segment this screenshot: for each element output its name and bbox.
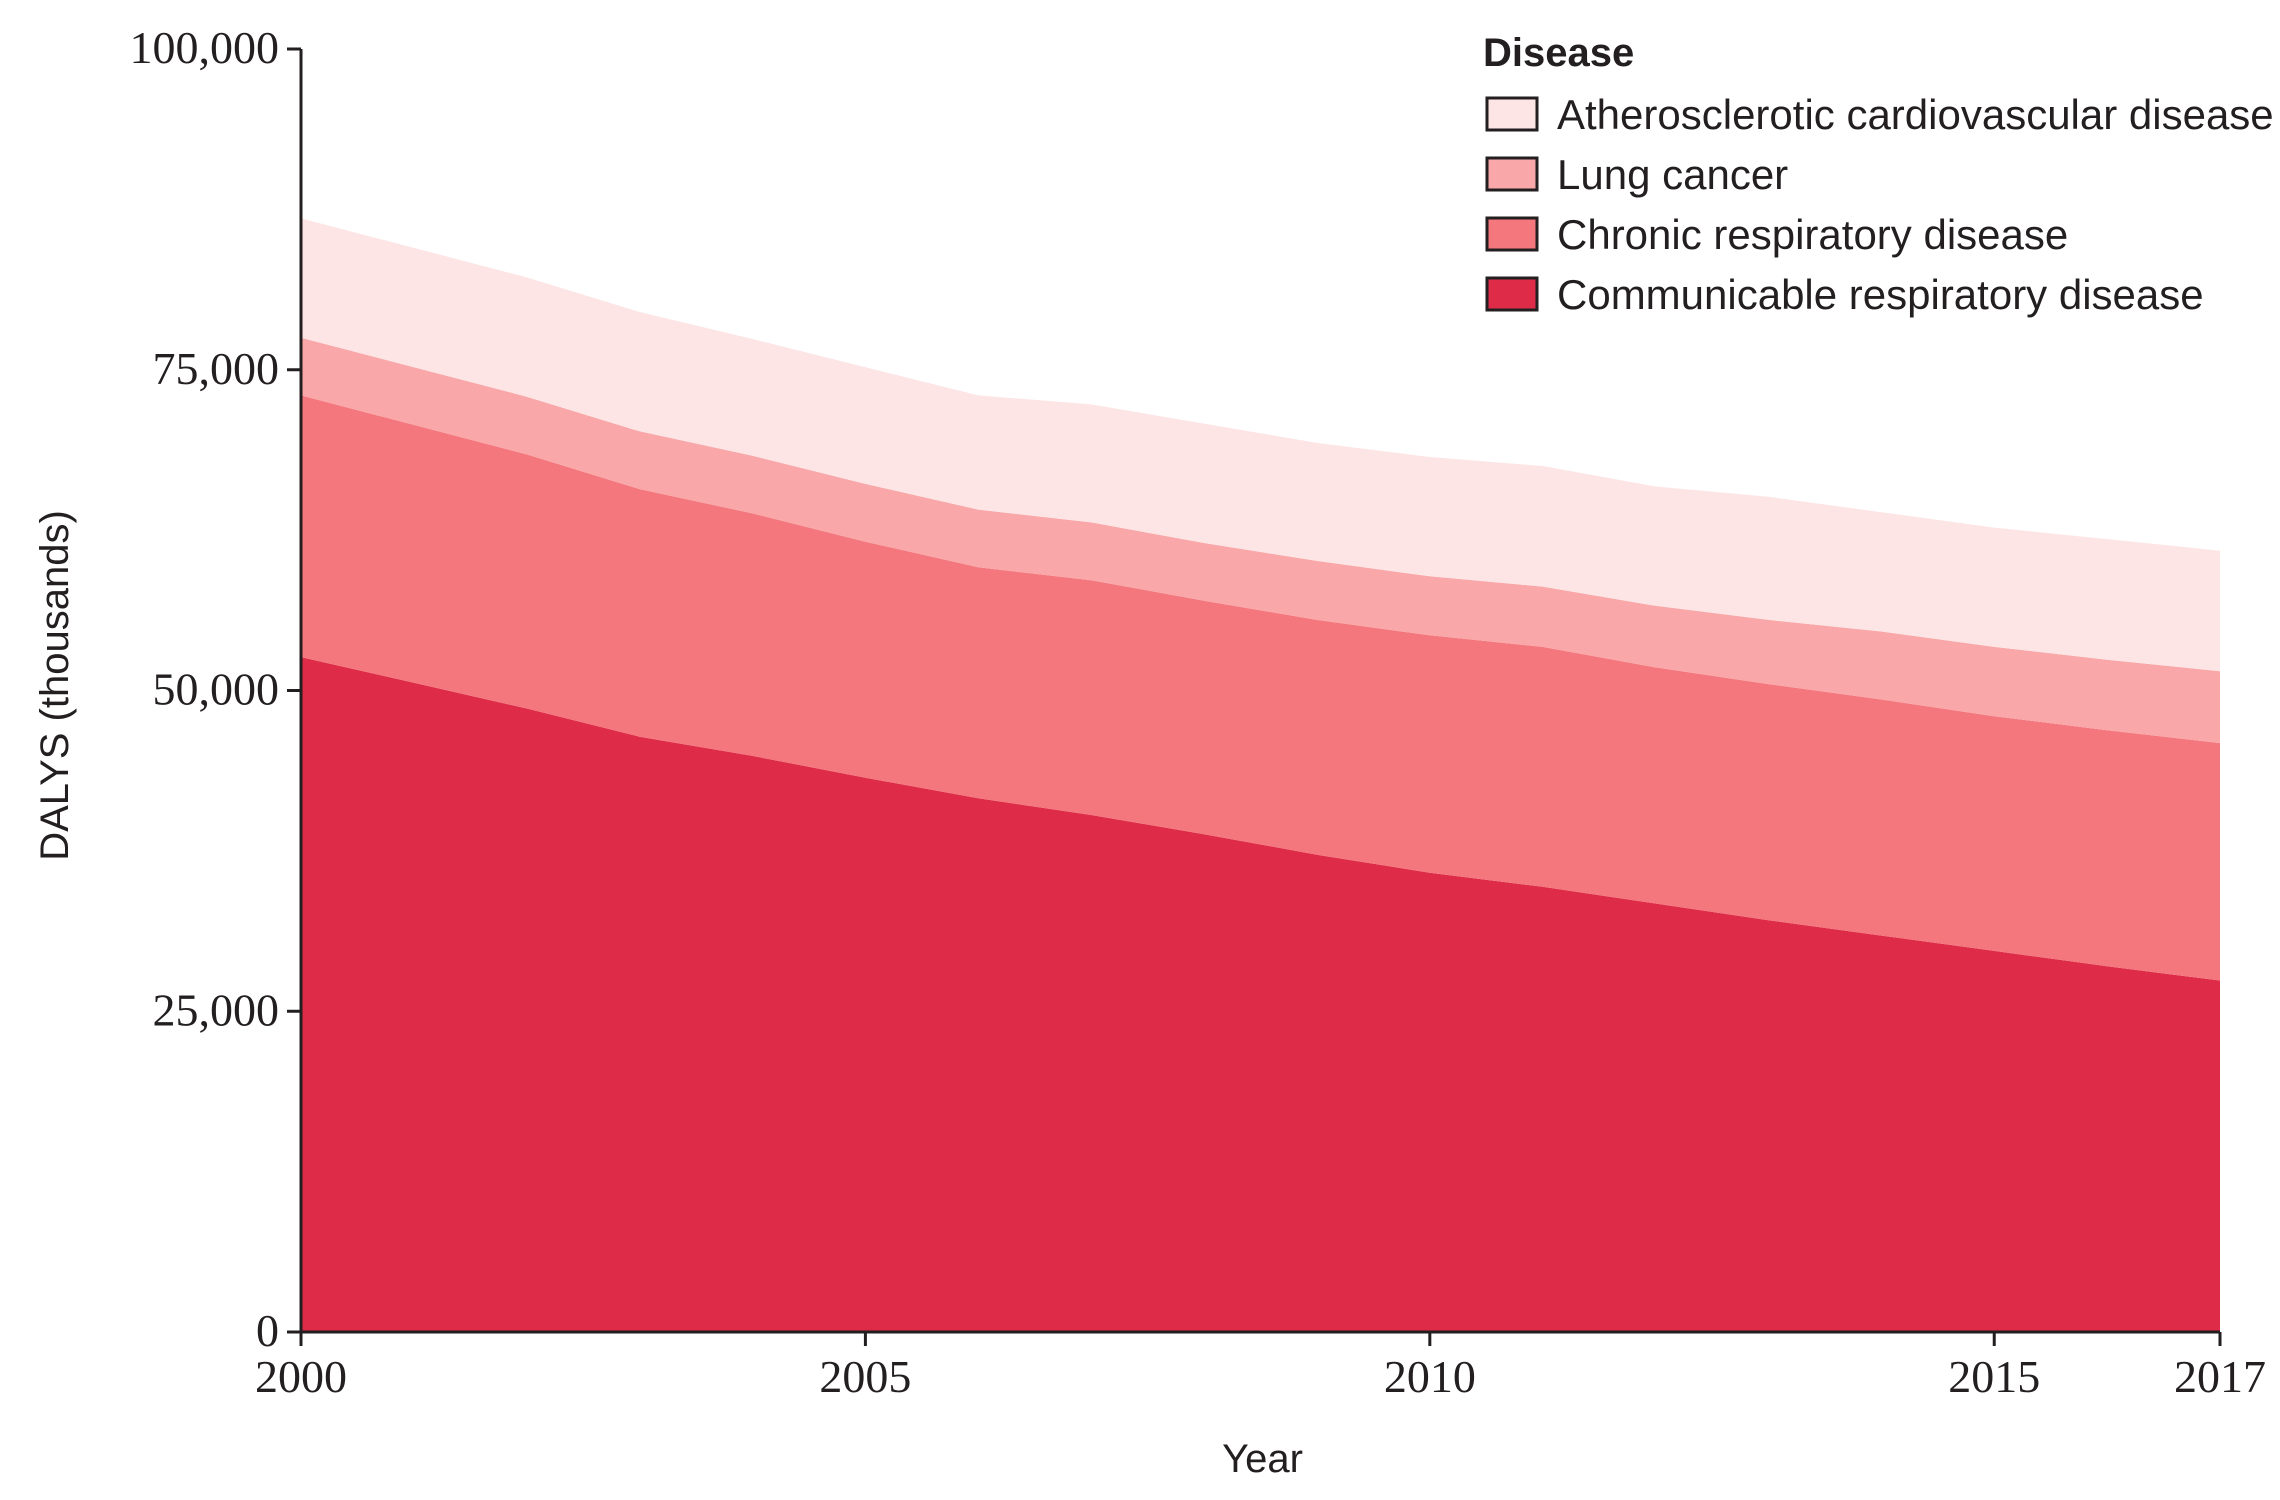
legend-swatch-atherosclerotic-cardiovascular-disease <box>1485 96 1539 132</box>
legend-label: Atherosclerotic cardiovascular disease <box>1557 91 2274 138</box>
y-tick-label: 25,000 <box>153 984 280 1035</box>
area-communicable-respiratory-disease <box>301 657 2220 1332</box>
areas-layer <box>301 218 2220 1332</box>
y-axis-title: DALYS (thousands) <box>33 510 77 861</box>
legend: Disease Atherosclerotic cardiovascular di… <box>1483 31 2274 318</box>
legend-swatch-chronic-respiratory-disease <box>1485 216 1539 252</box>
y-tick-label: 75,000 <box>153 343 280 394</box>
legend-swatch-lung-cancer <box>1485 156 1539 192</box>
x-tick-label: 2005 <box>819 1351 911 1402</box>
area-atherosclerotic-cardiovascular-disease <box>301 218 2220 672</box>
x-axis-title: Year <box>1222 1437 1303 1481</box>
legend-title: Disease <box>1483 31 1634 75</box>
legend-label: Chronic respiratory disease <box>1557 211 2068 258</box>
y-tick-label: 0 <box>256 1305 279 1356</box>
legend-label: Lung cancer <box>1557 151 1788 198</box>
x-tick-label: 2017 <box>2174 1351 2266 1402</box>
legend-swatch-communicable-respiratory-disease <box>1485 276 1539 312</box>
area-lung-cancer <box>301 337 2220 744</box>
x-tick-label: 2010 <box>1384 1351 1476 1402</box>
area-chronic-respiratory-disease <box>301 395 2220 981</box>
axes-layer: 0 25,000 50,000 75,000 100,000 2000 2005 2010 20… <box>33 22 2266 1481</box>
x-tick-label: 2000 <box>255 1351 347 1402</box>
y-tick-label: 100,000 <box>130 22 280 73</box>
y-tick-label: 50,000 <box>153 664 280 715</box>
x-tick-label: 2015 <box>1948 1351 2040 1402</box>
legend-label: Communicable respiratory disease <box>1557 271 2204 318</box>
